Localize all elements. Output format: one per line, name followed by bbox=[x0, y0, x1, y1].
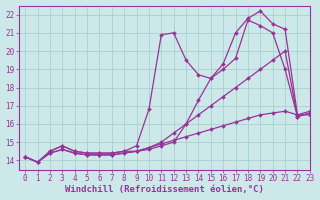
X-axis label: Windchill (Refroidissement éolien,°C): Windchill (Refroidissement éolien,°C) bbox=[65, 185, 264, 194]
